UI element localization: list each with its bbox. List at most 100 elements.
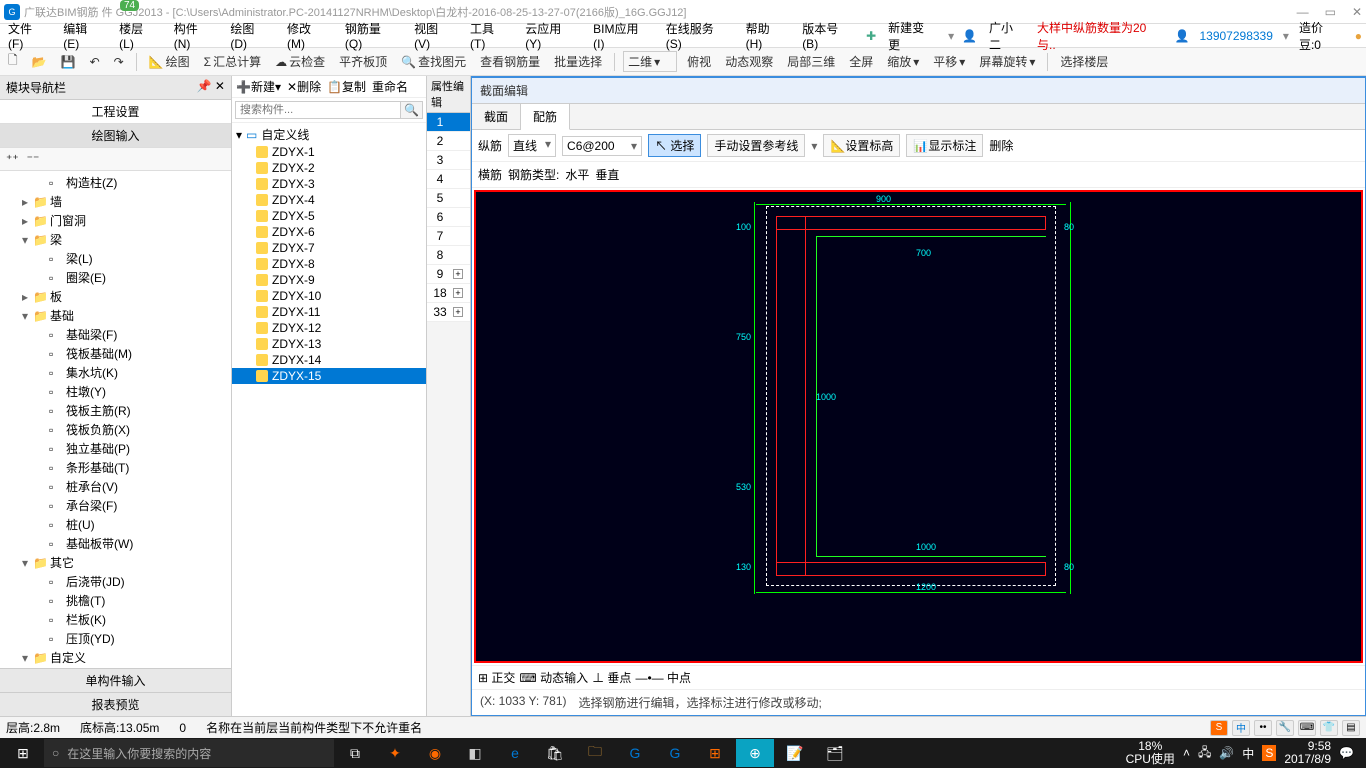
vertical-button[interactable]: 垂直 (595, 166, 619, 183)
new-icon[interactable]: 🗋 (4, 49, 22, 74)
tree-item[interactable]: ▫筏板基础(M) (0, 344, 231, 363)
prop-row[interactable]: 2 (427, 132, 470, 151)
zoom-button[interactable]: 缩放 ▾ (883, 51, 923, 72)
ortho-button[interactable]: ⊞ 正交 (478, 669, 515, 686)
tree-item[interactable]: ▫桩(U) (0, 515, 231, 534)
tray-s-icon[interactable]: S (1262, 745, 1276, 761)
menu-version[interactable]: 版本号(B) (798, 18, 858, 53)
component-item[interactable]: ZDYX-9 (232, 272, 426, 288)
tree-item[interactable]: ▫桩承台(V) (0, 477, 231, 496)
store-icon[interactable]: 🛍 (536, 739, 574, 767)
menu-edit[interactable]: 编辑(E) (59, 18, 107, 53)
tree-item[interactable]: ▫圈梁(E) (0, 268, 231, 287)
dyn-input-button[interactable]: ⌨ 动态输入 (519, 669, 588, 686)
app-8-icon[interactable]: 📝 (776, 739, 814, 767)
plus-icon[interactable]: ✚ (866, 29, 876, 43)
prop-row[interactable]: 7 (427, 227, 470, 246)
user-label[interactable]: 广小二 (985, 17, 1029, 55)
view-rebar-button[interactable]: 查看钢筋量 (476, 51, 544, 72)
tree-item[interactable]: ▫基础板带(W) (0, 534, 231, 553)
menu-online[interactable]: 在线服务(S) (662, 18, 734, 53)
component-item[interactable]: ZDYX-15 (232, 368, 426, 384)
component-tree[interactable]: ▾▭ 自定义线ZDYX-1ZDYX-2ZDYX-3ZDYX-4ZDYX-5ZDY… (232, 123, 426, 716)
component-item[interactable]: ZDYX-5 (232, 208, 426, 224)
select-floor-button[interactable]: 选择楼层 (1056, 51, 1112, 72)
delete-rebar-button[interactable]: 删除 (989, 137, 1013, 154)
edge-icon[interactable]: e (496, 739, 534, 767)
app-6-icon[interactable]: ⊞ (696, 739, 734, 767)
undo-icon[interactable]: ↶ (86, 53, 104, 71)
close-icon[interactable]: ✕ (1352, 5, 1362, 19)
tray-vol-icon[interactable]: 🔊 (1219, 746, 1234, 760)
set-height-button[interactable]: 📐设置标高 (823, 134, 900, 157)
tray-up-icon[interactable]: ˄ (1183, 746, 1190, 760)
pin-icon[interactable]: 📌 ✕ (197, 79, 225, 96)
tab-rebar[interactable]: 配筋 (521, 104, 570, 130)
line-type-dropdown[interactable]: 直线 (508, 134, 556, 157)
local-3d-button[interactable]: 局部三维 (783, 51, 839, 72)
show-mark-button[interactable]: 📊显示标注 (906, 134, 983, 157)
component-item[interactable]: ZDYX-2 (232, 160, 426, 176)
tree-item[interactable]: ▫筏板主筋(R) (0, 401, 231, 420)
manual-ref-button[interactable]: 手动设置参考线 (707, 134, 805, 157)
top-view-button[interactable]: 俯视 (683, 51, 715, 72)
search-button[interactable]: 🔍 (401, 101, 423, 119)
perp-button[interactable]: ⊥ 垂点 (592, 669, 631, 686)
fullscreen-button[interactable]: 全屏 (845, 51, 877, 72)
lang-icon[interactable]: 中 (1232, 720, 1250, 736)
nav-project-settings[interactable]: 工程设置 (0, 100, 231, 124)
tree-item[interactable]: ▫栏板(K) (0, 610, 231, 629)
align-button[interactable]: 平齐板顶 (335, 51, 391, 72)
component-item[interactable]: ZDYX-10 (232, 288, 426, 304)
horizontal-button[interactable]: 水平 (565, 166, 589, 183)
menu-file[interactable]: 文件(F) (4, 18, 51, 53)
skin-icon[interactable]: 👕 (1320, 720, 1338, 736)
component-item[interactable]: ZDYX-13 (232, 336, 426, 352)
select-button[interactable]: ↖ 选择 (648, 134, 701, 157)
prop-row[interactable]: 6 (427, 208, 470, 227)
rotate-button[interactable]: 屏幕旋转 ▾ (975, 51, 1039, 72)
nav-tree[interactable]: ▫构造柱(Z)▸📁墙▸📁门窗洞▾📁梁▫梁(L)▫圈梁(E)▸📁板▾📁基础▫基础梁… (0, 171, 231, 668)
tree-item[interactable]: ▫承台梁(F) (0, 496, 231, 515)
menu-bim[interactable]: BIM应用(I) (589, 18, 654, 53)
tree-item[interactable]: ▾📁基础 (0, 306, 231, 325)
find-elem-button[interactable]: 🔍查找图元 (397, 51, 470, 72)
explorer-icon[interactable]: 🗀 (576, 739, 614, 767)
sum-button[interactable]: Σ 汇总计算 (200, 51, 265, 72)
menu-cloud[interactable]: 云应用(Y) (521, 18, 581, 53)
taskview-icon[interactable]: ⧉ (336, 739, 374, 767)
tree-item[interactable]: ▾📁其它 (0, 553, 231, 572)
component-item[interactable]: ZDYX-1 (232, 144, 426, 160)
component-item[interactable]: ZDYX-8 (232, 256, 426, 272)
component-item[interactable]: ZDYX-4 (232, 192, 426, 208)
app-4-icon[interactable]: G (616, 739, 654, 767)
pan-button[interactable]: 平移 ▾ (929, 51, 969, 72)
tree-item[interactable]: ▸📁板 (0, 287, 231, 306)
tray-ime-icon[interactable]: 中 (1242, 745, 1254, 762)
view-2d-dropdown[interactable]: 二维 ▾ (623, 51, 677, 72)
tree-item[interactable]: ▫后浇带(JD) (0, 572, 231, 591)
tree-item[interactable]: ▫柱墩(Y) (0, 382, 231, 401)
taskbar-search[interactable]: ○ 在这里输入你要搜索的内容 (44, 739, 334, 767)
tree-item[interactable]: ▫集水坑(K) (0, 363, 231, 382)
tree-item[interactable]: ▾📁梁 (0, 230, 231, 249)
prop-row[interactable]: 18+ (427, 284, 470, 303)
prop-row[interactable]: 33+ (427, 303, 470, 322)
copy-button[interactable]: 📋复制 (327, 78, 366, 95)
menu-floor[interactable]: 楼层(L) (115, 18, 162, 53)
maximize-icon[interactable]: ▭ (1325, 5, 1336, 19)
tree-item[interactable]: ▫挑檐(T) (0, 591, 231, 610)
tree-item[interactable]: ▫独立基础(P) (0, 439, 231, 458)
tab-section[interactable]: 截面 (472, 104, 521, 129)
account-phone[interactable]: 13907298339 (1199, 29, 1272, 43)
menu-component[interactable]: 构件(N) (170, 18, 219, 53)
tree-item[interactable]: ▫构造柱(Z) (0, 173, 231, 192)
ime-icon[interactable]: S (1210, 720, 1228, 736)
notification-badge[interactable]: 74 (120, 0, 139, 11)
menu-rebar[interactable]: 钢筋量(Q) (341, 18, 402, 53)
search-input[interactable] (235, 101, 401, 119)
cloud-check-button[interactable]: ☁云检查 (271, 51, 329, 72)
tree-item[interactable]: ▸📁墙 (0, 192, 231, 211)
app-1-icon[interactable]: ✦ (376, 739, 414, 767)
nav-single-input[interactable]: 单构件输入 (0, 668, 231, 692)
